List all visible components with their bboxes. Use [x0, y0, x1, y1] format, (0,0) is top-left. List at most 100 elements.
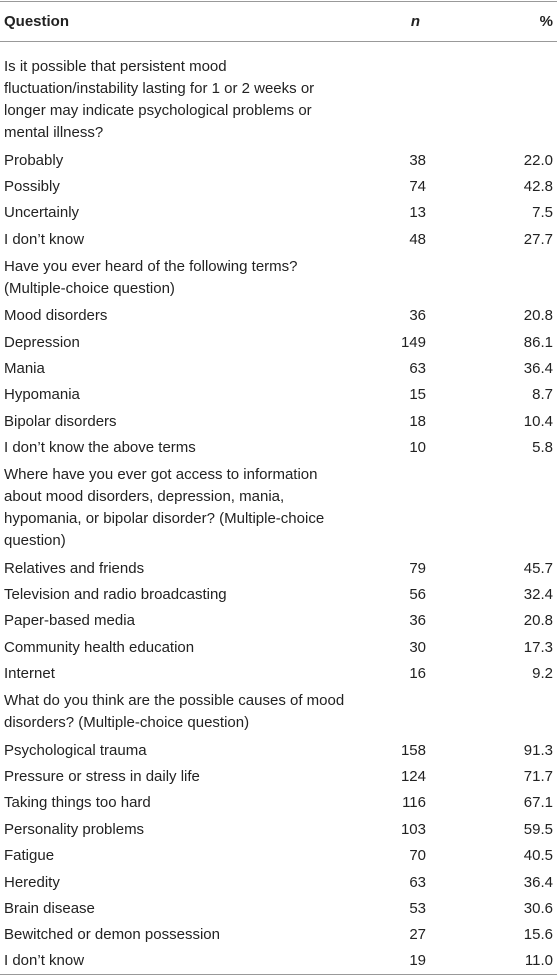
answer-cell: Psychological trauma	[4, 741, 147, 759]
answer-row: Uncertainly 13 7.5	[0, 200, 557, 226]
answer-cell: 10	[409, 439, 426, 457]
answer-cell: 40.5	[523, 847, 553, 865]
answer-cell: Internet	[4, 665, 55, 683]
answer-cell: 30.6	[523, 899, 553, 917]
answer-cell: 8.7	[532, 386, 553, 404]
answer-cell: 53	[409, 899, 426, 917]
answer-row: Television and radio broadcasting 56 32.4	[0, 581, 557, 607]
question-row: Where have you ever got access to inform…	[0, 461, 557, 555]
answer-cell: Bipolar disorders	[4, 412, 117, 430]
answer-cell: 38	[409, 151, 426, 169]
question-cell: Is it possible that persistent mood fluc…	[4, 58, 315, 141]
answer-row: Probably 38 22.0	[0, 147, 557, 173]
table-body: Is it possible that persistent mood fluc…	[0, 42, 557, 975]
answer-row: Mania 63 36.4	[0, 355, 557, 381]
question-row: Have you ever heard of the following ter…	[0, 253, 557, 303]
answer-cell: 63	[409, 873, 426, 891]
answer-cell: I don’t know the above terms	[4, 439, 196, 457]
answer-row: Internet 16 9.2	[0, 660, 557, 686]
answer-cell: I don’t know	[4, 230, 85, 248]
answer-cell: 56	[409, 585, 426, 603]
answer-cell: 30	[409, 638, 426, 656]
answer-row: Bipolar disorders 18 10.4	[0, 408, 557, 434]
answer-cell: 19	[409, 952, 426, 970]
answer-cell: 86.1	[523, 333, 553, 351]
question-row: Is it possible that persistent mood fluc…	[0, 42, 557, 148]
answer-cell: 5.8	[532, 439, 553, 457]
answer-cell: 36	[409, 307, 426, 325]
answer-row: Depression 149 86.1	[0, 329, 557, 355]
answer-row: I don’t know the above terms 10 5.8	[0, 435, 557, 461]
answer-cell: Paper-based media	[4, 612, 135, 630]
answer-cell: Television and radio broadcasting	[4, 585, 227, 603]
header-row: Question n %	[0, 1, 557, 42]
answer-cell: 16	[409, 665, 426, 683]
answer-cell: I don’t know	[4, 952, 85, 970]
answer-cell: 36	[409, 612, 426, 630]
answer-cell: Bewitched or demon possession	[4, 926, 220, 944]
table-header: Question n %	[0, 1, 557, 42]
answer-row: Community health education 30 17.3	[0, 634, 557, 660]
answer-cell: 158	[400, 741, 426, 759]
answer-cell: 71.7	[523, 767, 553, 785]
answer-cell: 15	[409, 386, 426, 404]
answer-cell: Community health education	[4, 638, 195, 656]
answer-cell: 15.6	[523, 926, 553, 944]
question-row: What do you think are the possible cause…	[0, 687, 557, 737]
answer-cell: 9.2	[532, 665, 553, 683]
answer-cell: 32.4	[523, 585, 553, 603]
answer-cell: 74	[409, 178, 426, 196]
answer-cell: 11.0	[524, 952, 553, 970]
header-cell: %	[539, 13, 553, 30]
answer-cell: Mood disorders	[4, 307, 108, 325]
answer-cell: 42.8	[523, 178, 553, 196]
answer-row: Possibly 74 42.8	[0, 173, 557, 199]
answer-row: I don’t know 19 11.0	[0, 948, 557, 975]
answer-cell: 27.7	[523, 230, 553, 248]
answer-row: Psychological trauma 158 91.3	[0, 737, 557, 763]
answer-cell: Heredity	[4, 873, 60, 891]
answer-cell: 79	[409, 559, 426, 577]
answer-row: Mood disorders 36 20.8	[0, 303, 557, 329]
answer-cell: 59.5	[523, 820, 553, 838]
header-cell: Question	[4, 13, 70, 30]
answer-row: Taking things too hard 116 67.1	[0, 790, 557, 816]
answer-cell: 22.0	[523, 151, 553, 169]
answer-cell: Taking things too hard	[4, 794, 151, 812]
answer-cell: Probably	[4, 151, 64, 169]
answer-row: Fatigue 70 40.5	[0, 842, 557, 868]
answer-row: Hypomania 15 8.7	[0, 382, 557, 408]
answer-cell: 36.4	[523, 873, 553, 891]
answer-cell: 70	[409, 847, 426, 865]
answer-cell: Hypomania	[4, 386, 80, 404]
answer-cell: 17.3	[523, 638, 553, 656]
answer-row: Pressure or stress in daily life 124 71.7	[0, 763, 557, 789]
answer-row: Paper-based media 36 20.8	[0, 608, 557, 634]
answer-row: Brain disease 53 30.6	[0, 895, 557, 921]
answer-row: Relatives and friends 79 45.7	[0, 555, 557, 581]
answer-cell: Depression	[4, 333, 80, 351]
answer-cell: Uncertainly	[4, 204, 80, 222]
answer-row: I don’t know 48 27.7	[0, 226, 557, 252]
answer-cell: 91.3	[523, 741, 553, 759]
answer-cell: Mania	[4, 360, 45, 378]
answer-row: Bewitched or demon possession 27 15.6	[0, 922, 557, 948]
answer-cell: 36.4	[523, 360, 553, 378]
header-cell: n	[410, 13, 420, 30]
answer-cell: 63	[409, 360, 426, 378]
answer-cell: Pressure or stress in daily life	[4, 767, 200, 785]
question-cell: What do you think are the possible cause…	[4, 691, 345, 731]
answer-cell: 45.7	[523, 559, 553, 577]
answer-cell: 48	[409, 230, 426, 248]
answer-cell: 103	[400, 820, 426, 838]
question-cell: Have you ever heard of the following ter…	[4, 257, 298, 297]
answer-cell: Possibly	[4, 178, 60, 196]
answer-cell: 27	[409, 926, 426, 944]
answer-row: Heredity 63 36.4	[0, 869, 557, 895]
answer-cell: Brain disease	[4, 899, 95, 917]
answer-cell: 10.4	[523, 412, 553, 430]
answer-cell: Fatigue	[4, 847, 55, 865]
answer-row: Personality problems 103 59.5	[0, 816, 557, 842]
